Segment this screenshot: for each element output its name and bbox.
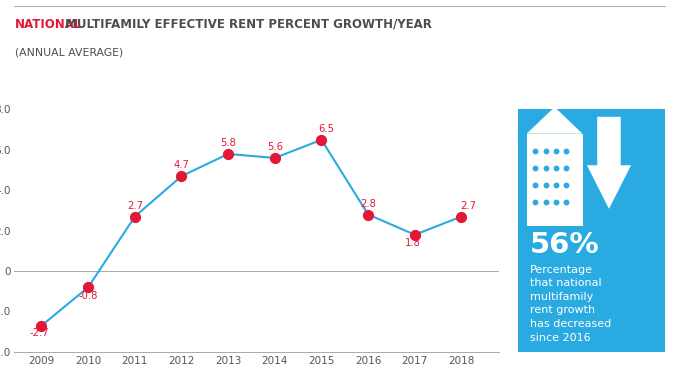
Text: 2.7: 2.7 xyxy=(460,201,477,211)
Text: -2.7: -2.7 xyxy=(29,328,49,338)
Text: MULTIFAMILY EFFECTIVE RENT PERCENT GROWTH/YEAR: MULTIFAMILY EFFECTIVE RENT PERCENT GROWT… xyxy=(61,18,431,30)
FancyArrow shape xyxy=(587,117,631,209)
Text: 56%: 56% xyxy=(530,231,599,259)
Point xyxy=(362,212,373,218)
Text: 4.7: 4.7 xyxy=(173,160,190,170)
Text: 2.8: 2.8 xyxy=(360,199,376,209)
Text: (ANNUAL AVERAGE): (ANNUAL AVERAGE) xyxy=(15,48,123,58)
Point xyxy=(223,151,234,157)
Text: -0.8: -0.8 xyxy=(78,291,98,301)
Point xyxy=(83,284,94,291)
Text: 1.8: 1.8 xyxy=(404,239,421,248)
Point xyxy=(269,155,280,161)
Point xyxy=(456,213,467,220)
Text: 5.6: 5.6 xyxy=(267,142,283,152)
Point xyxy=(316,137,327,143)
Text: Percentage
that national
multifamily
rent growth
has decreased
since 2016: Percentage that national multifamily ren… xyxy=(530,265,611,343)
Point xyxy=(36,323,47,329)
Bar xyxy=(526,134,583,226)
Polygon shape xyxy=(526,107,583,134)
Point xyxy=(176,173,187,179)
Point xyxy=(410,231,421,238)
Text: 6.5: 6.5 xyxy=(318,124,334,134)
Text: 2.7: 2.7 xyxy=(127,201,143,211)
Text: 5.8: 5.8 xyxy=(220,138,236,148)
Point xyxy=(130,213,140,220)
Text: NATIONAL: NATIONAL xyxy=(15,18,82,30)
